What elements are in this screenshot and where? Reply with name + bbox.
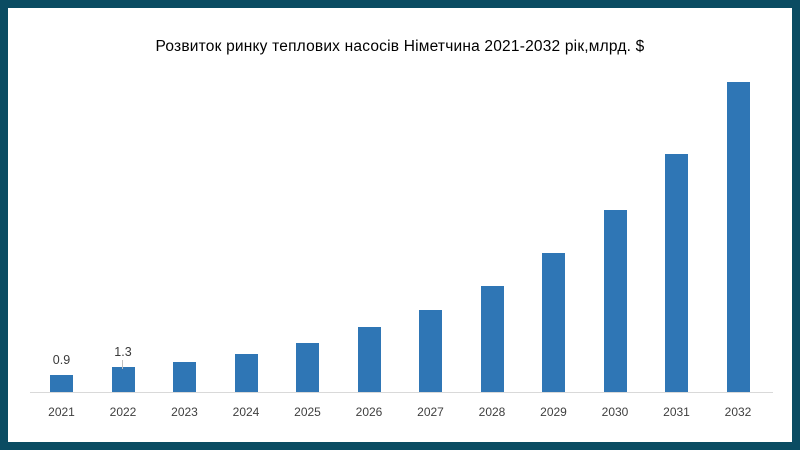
x-axis-tick-label-2027: 2027	[417, 405, 444, 419]
x-axis-tick-label-2032: 2032	[724, 405, 752, 419]
data-label-leader-line	[122, 360, 123, 369]
bar-2025	[296, 343, 319, 392]
bar-2021	[50, 375, 73, 392]
bar-2024	[234, 354, 258, 392]
x-axis-line	[30, 392, 773, 393]
bar-2027	[419, 310, 442, 392]
bar-2030	[603, 210, 627, 392]
bar-2028	[480, 286, 504, 392]
x-axis-tick-label-2030: 2030	[601, 405, 629, 419]
x-axis-tick-label-2024: 2024	[232, 405, 260, 419]
bar-2032	[726, 82, 750, 392]
x-axis-tick-label-2021: 2021	[48, 405, 75, 419]
x-axis-tick-label-2025: 2025	[294, 405, 321, 419]
bar-2022	[111, 367, 135, 392]
bar-2031	[665, 154, 688, 392]
x-axis-tick-label-2031: 2031	[663, 405, 690, 419]
bar-2029	[542, 253, 565, 392]
x-axis-tick-label-2023: 2023	[171, 405, 198, 419]
chart-title: Розвиток ринку теплових насосів Німетчин…	[155, 38, 645, 55]
bar-2023	[173, 362, 196, 392]
x-axis-tick-label-2022: 2022	[109, 405, 137, 419]
bar-value-label-2022: 1.3	[114, 345, 132, 359]
bar-value-label-2021: 0.9	[52, 353, 71, 367]
x-axis-tick-label-2028: 2028	[478, 405, 506, 419]
bar-2026	[357, 327, 381, 392]
x-axis-tick-label-2029: 2029	[540, 405, 567, 419]
x-axis-tick-label-2026: 2026	[355, 405, 383, 419]
plot-area: 2021 2022 2023 2024 2025 2026 2027 2028 2029 2030…	[8, 8, 792, 442]
